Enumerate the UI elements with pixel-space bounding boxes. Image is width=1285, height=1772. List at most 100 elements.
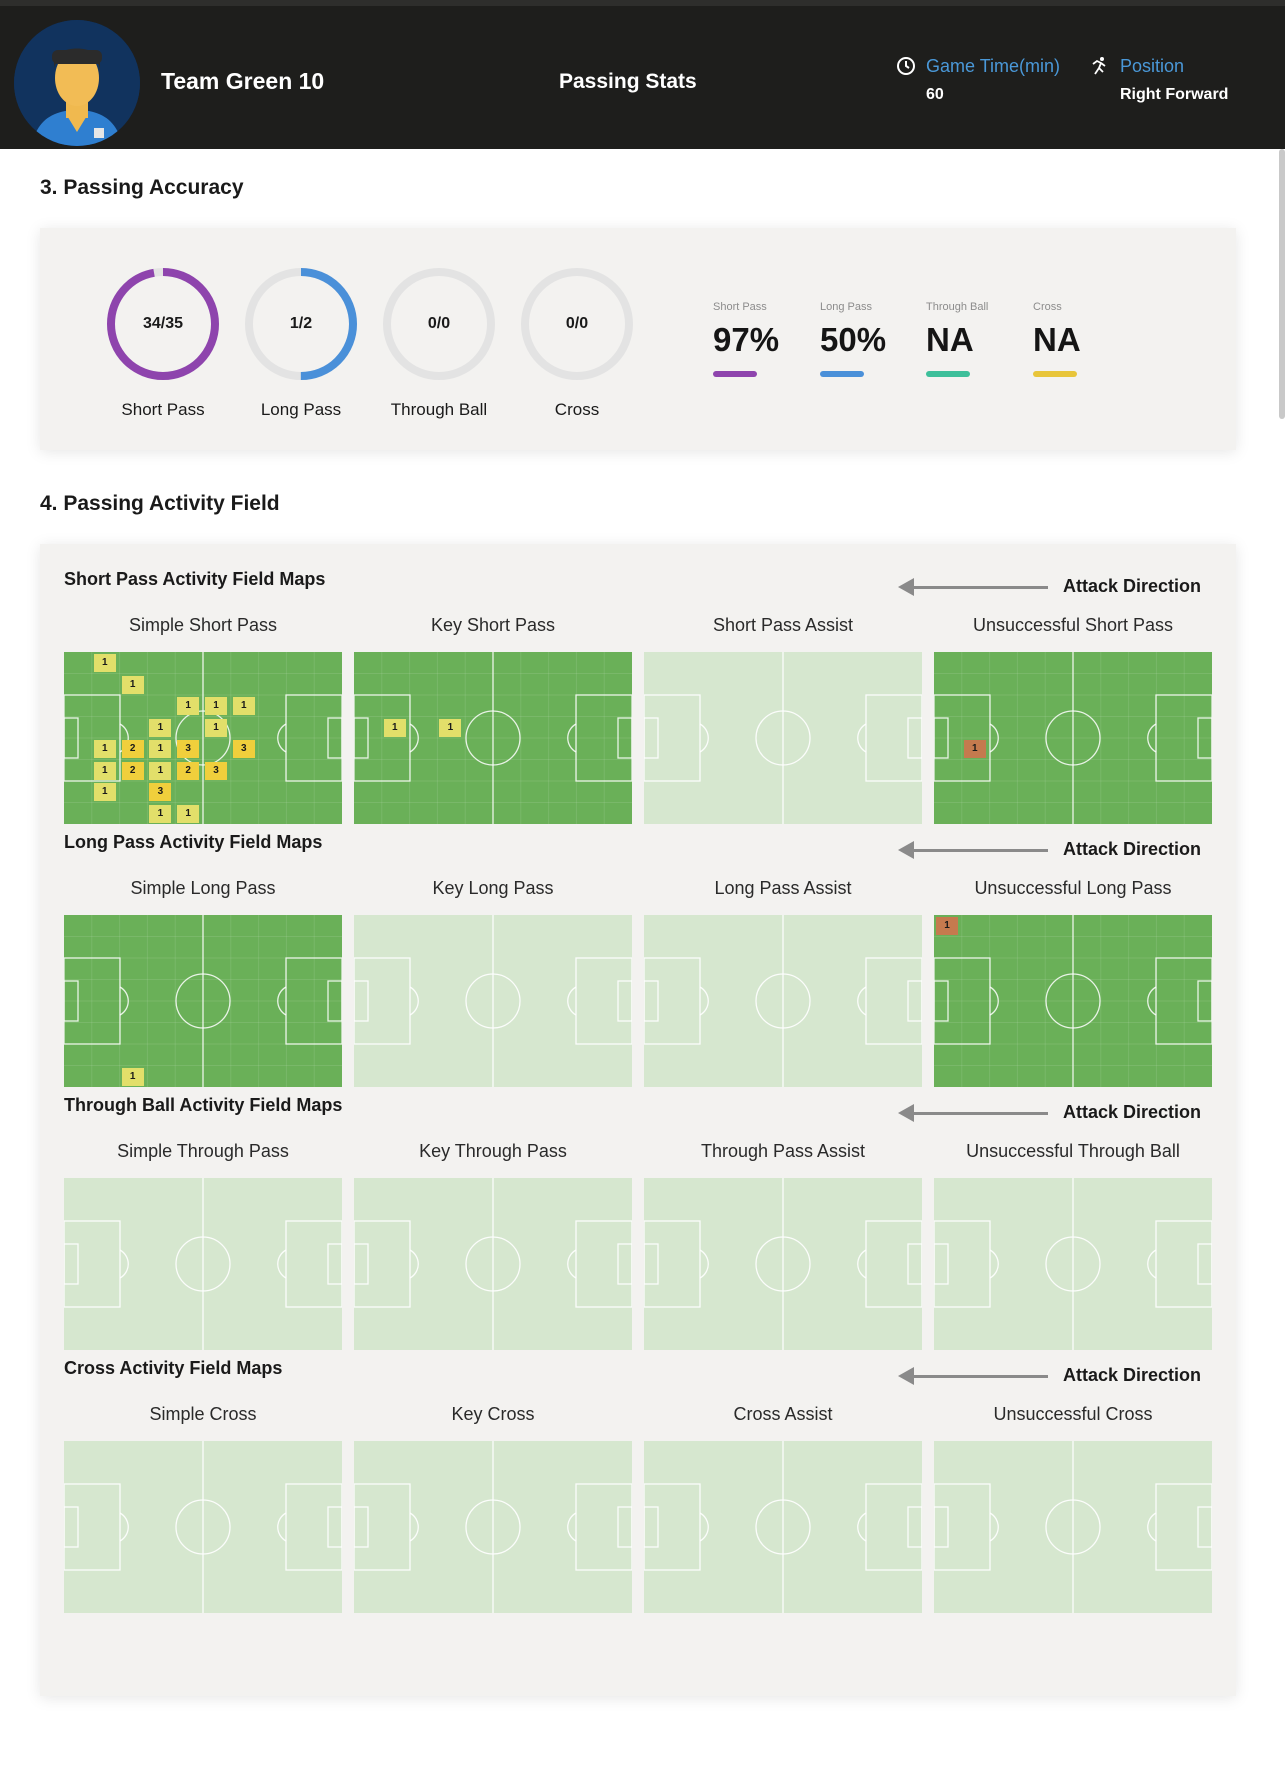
percent-label: Short Pass [713, 301, 767, 313]
scrollbar[interactable] [1279, 149, 1285, 419]
pass-count-cell[interactable]: 1 [383, 718, 406, 737]
arrow-left-icon [898, 578, 914, 596]
field-map-group-title: Short Pass Activity Field Maps [64, 569, 326, 589]
pitch-map[interactable] [64, 1441, 342, 1613]
pass-count-cell[interactable]: 1 [149, 804, 172, 823]
pass-count-cell[interactable]: 1 [149, 718, 172, 737]
pass-count-cell[interactable]: 3 [149, 783, 172, 801]
position-label: Position [1120, 56, 1185, 76]
field-map-title: Unsuccessful Short Pass [972, 615, 1174, 635]
pitch-map[interactable] [934, 1178, 1212, 1350]
field-map-group-title: Cross Activity Field Maps [64, 1358, 283, 1378]
field-map-title: Simple Cross [149, 1404, 257, 1424]
avatar[interactable] [14, 20, 140, 146]
pass-count-cell[interactable]: 1 [205, 718, 227, 737]
pitch-map[interactable] [354, 915, 632, 1087]
game-time-value: 60 [926, 86, 944, 103]
attack-direction-indicator: Attack Direction [898, 1101, 1208, 1125]
pass-count-cell[interactable]: 1 [93, 654, 116, 672]
pass-count-cell[interactable]: 3 [177, 740, 200, 758]
field-map-title: Short Pass Assist [712, 615, 854, 635]
pitch-lines [644, 915, 922, 1087]
pitch-lines [934, 1178, 1212, 1350]
field-map-title: Cross Assist [733, 1404, 833, 1424]
pass-count-cell[interactable]: 1 [149, 740, 172, 758]
pass-count-cell[interactable]: 1 [963, 740, 986, 758]
ring-label: Long Pass [260, 400, 342, 419]
pitch-lines [64, 1178, 342, 1350]
pass-count-cell[interactable]: 1 [93, 783, 116, 801]
arrow-left-icon [898, 1104, 914, 1122]
pitch-lines [354, 915, 632, 1087]
pass-count-cell[interactable]: 1 [93, 761, 116, 780]
ring-value: 1/2 [289, 315, 313, 332]
field-map-title: Key Long Pass [432, 878, 554, 898]
ring-progress-arc [107, 268, 219, 380]
pitch-map[interactable] [644, 1178, 922, 1350]
percent-color-bar [1033, 371, 1077, 377]
pitch-map[interactable] [354, 1441, 632, 1613]
pitch-lines [354, 652, 632, 824]
accuracy-ring [103, 264, 223, 384]
pass-count-cell[interactable]: 1 [936, 917, 958, 935]
pitch-map[interactable]: 1 [64, 915, 342, 1087]
attack-direction-indicator: Attack Direction [898, 575, 1208, 599]
pitch-lines [934, 652, 1212, 824]
percent-color-bar [713, 371, 757, 377]
field-map-title: Unsuccessful Cross [993, 1404, 1153, 1424]
passing-activity-title: 4. Passing Activity Field [40, 492, 280, 515]
ring-progress-arc [245, 268, 357, 380]
pitch-map[interactable] [644, 1441, 922, 1613]
pitch-map[interactable] [644, 915, 922, 1087]
percent-label: Through Ball [926, 301, 989, 313]
pass-count-cell[interactable]: 2 [177, 761, 200, 780]
attack-direction-label: Attack Direction [1063, 839, 1202, 859]
pitch-lines [64, 1441, 342, 1613]
field-map-title: Unsuccessful Long Pass [974, 878, 1172, 898]
pass-count-cell[interactable]: 1 [232, 697, 255, 715]
pitch-map[interactable] [644, 652, 922, 824]
pitch-map[interactable]: 1 [934, 652, 1212, 824]
arrow-left-icon [898, 841, 914, 859]
pass-count-cell[interactable]: 2 [121, 740, 144, 758]
pass-count-cell[interactable]: 1 [121, 1067, 144, 1086]
pass-count-cell[interactable]: 2 [121, 761, 144, 780]
field-map-title: Key Through Pass [419, 1141, 567, 1161]
accuracy-ring [517, 264, 637, 384]
percent-value: 97% [713, 321, 780, 358]
attack-direction-indicator: Attack Direction [898, 838, 1208, 862]
field-map-title: Unsuccessful Through Ball [966, 1141, 1180, 1161]
arrow-shaft [912, 1375, 1048, 1378]
pitch-map[interactable]: 1 [934, 915, 1212, 1087]
pass-count-cell[interactable]: 1 [177, 697, 200, 715]
pass-count-cell[interactable]: 1 [121, 675, 144, 694]
avatar-person-icon [14, 20, 140, 146]
page-title: Passing Stats [559, 70, 697, 93]
pitch-lines [644, 1441, 922, 1613]
pitch-map[interactable] [354, 1178, 632, 1350]
pass-count-cell[interactable]: 1 [439, 718, 462, 737]
ring-label: Through Ball [390, 400, 488, 419]
pass-count-cell[interactable]: 1 [205, 697, 227, 715]
pitch-map[interactable] [64, 1178, 342, 1350]
running-person-icon [1089, 56, 1109, 81]
field-map-title: Long Pass Assist [714, 878, 852, 898]
pass-count-cell[interactable]: 3 [232, 740, 255, 758]
pitch-lines [934, 915, 1212, 1087]
pass-count-cell[interactable]: 1 [93, 740, 116, 758]
ring-label: Cross [554, 400, 600, 419]
pitch-lines [644, 652, 922, 824]
field-map-group-title: Through Ball Activity Field Maps [64, 1095, 343, 1115]
field-map-title: Through Pass Assist [700, 1141, 866, 1161]
pass-count-cell[interactable]: 1 [177, 804, 200, 823]
arrow-shaft [912, 1112, 1048, 1115]
attack-direction-label: Attack Direction [1063, 576, 1202, 596]
pitch-lines [64, 915, 342, 1087]
accuracy-ring [241, 264, 361, 384]
ring-label: Short Pass [121, 400, 205, 419]
pass-count-cell[interactable]: 1 [149, 761, 172, 780]
pitch-map[interactable] [934, 1441, 1212, 1613]
pass-count-cell[interactable]: 3 [205, 761, 227, 780]
